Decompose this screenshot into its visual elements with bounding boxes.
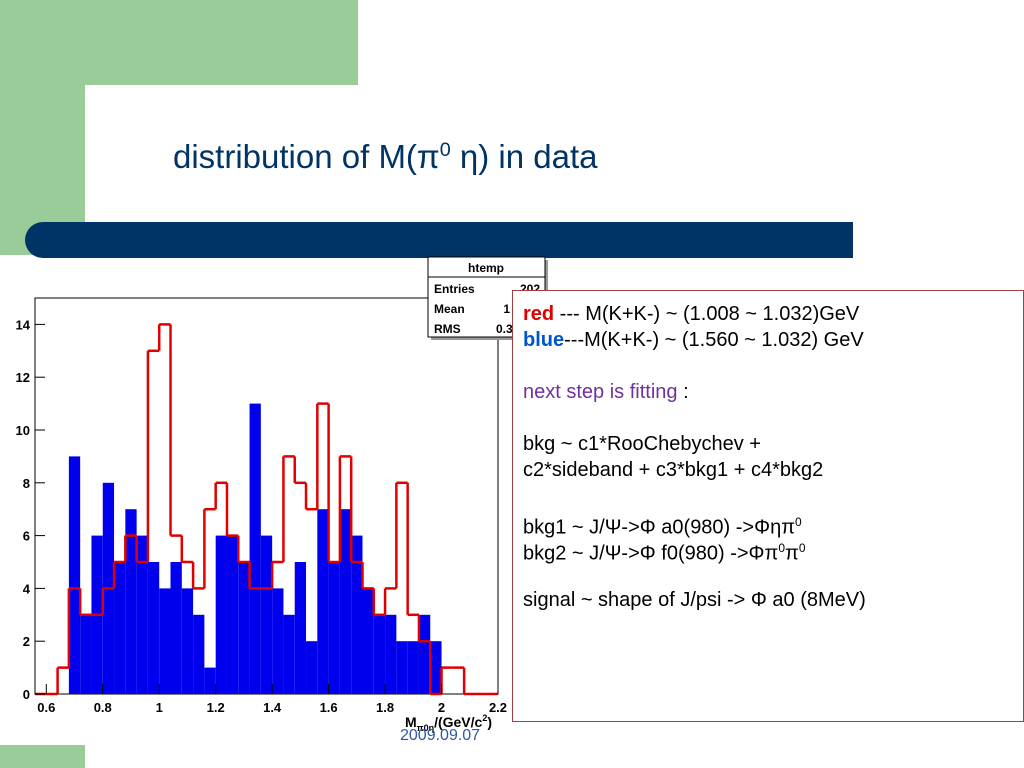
green-foot (0, 745, 85, 768)
y-tick-label: 4 (23, 581, 31, 596)
hist-bar (306, 641, 318, 694)
hist-bar (373, 614, 386, 694)
note-sup: 0 (798, 541, 806, 555)
note-key: blue (523, 329, 565, 351)
hist-bar (283, 614, 295, 694)
note-text: ---M(K+K-) ~ (1.560 ~ 1.032) GeV (564, 329, 864, 351)
note-line: bkg2 ~ J/Ψ->Φ f0(980) ->Φπ0π0 (523, 535, 1023, 565)
note-key: red (523, 303, 555, 325)
y-tick-label: 6 (23, 529, 30, 544)
note-gap (523, 405, 1023, 431)
title-part: η) in data (450, 138, 598, 175)
hist-bar (351, 535, 363, 694)
notes-box: red --- M(K+K-) ~ (1.008 ~ 1.032)GeV blu… (512, 290, 1024, 722)
x-label-main: M (405, 714, 417, 730)
note-text: : (677, 381, 689, 403)
y-tick-label: 10 (16, 423, 30, 438)
hist-bar (215, 535, 227, 694)
hist-bar (238, 562, 250, 694)
navy-bar (25, 222, 853, 258)
hist-bar (260, 535, 273, 694)
hist-bar (204, 667, 216, 694)
note-text: bkg2 ~ J/Ψ->Φ f0(980) ->Φπ (523, 542, 779, 565)
slide-date: 2009.09.07 (400, 727, 481, 744)
x-label-end: ) (487, 714, 492, 730)
hist-bar (430, 641, 442, 694)
y-tick-label: 12 (16, 370, 30, 385)
hist-bar (385, 614, 397, 694)
y-tick-label: 2 (23, 634, 30, 649)
x-tick-label: 2 (438, 700, 445, 715)
hist-bar (328, 562, 340, 694)
x-tick-label: 1 (156, 700, 163, 715)
note-sup: 0 (795, 515, 802, 529)
green-column (0, 0, 85, 255)
hist-bar (249, 403, 261, 694)
x-tick-label: 1.2 (207, 700, 225, 715)
note-sup: 0 (778, 541, 785, 555)
hist-bar (159, 588, 171, 694)
hist-bar (181, 588, 194, 694)
stats-key: Entries (434, 282, 475, 296)
x-tick-label: 1.6 (320, 700, 338, 715)
note-text: π (785, 542, 799, 565)
y-tick-label: 8 (23, 476, 30, 491)
x-axis-label: Mπ0η/(GeV/c2) (405, 713, 492, 733)
hist-bar (317, 509, 329, 694)
hist-bar (114, 562, 126, 694)
stats-value: 1 (503, 302, 510, 316)
hist-bar (226, 535, 239, 694)
hist-bar (147, 562, 160, 694)
x-label-sup: 2 (482, 713, 487, 723)
title-sup: 0 (439, 139, 451, 161)
x-label-sub: π0η (417, 723, 434, 733)
note-line: red --- M(K+K-) ~ (1.008 ~ 1.032)GeV (523, 301, 1023, 327)
note-line: bkg1 ~ J/Ψ->Φ a0(980) ->Φηπ0 (523, 509, 1023, 539)
note-gap (523, 353, 1023, 379)
y-tick-label: 0 (23, 687, 30, 702)
note-text: bkg1 ~ J/Ψ->Φ a0(980) ->Φηπ (523, 516, 795, 539)
x-label-unit: /(GeV/c (434, 714, 482, 730)
hist-bar (125, 509, 137, 694)
white-corner (85, 85, 358, 255)
hist-bar (136, 535, 148, 694)
hist-bar (193, 614, 205, 694)
x-tick-label: 2.2 (489, 700, 507, 715)
x-tick-label: 1.8 (376, 700, 394, 715)
hist-bar (396, 641, 408, 694)
stats-key: Mean (434, 302, 465, 316)
slide-title: distribution of M(π0 η) in data (173, 138, 597, 176)
note-line: c2*sideband + c3*bkg1 + c4*bkg2 (523, 459, 824, 481)
note-line: blue---M(K+K-) ~ (1.560 ~ 1.032) GeV (523, 327, 1023, 353)
x-tick-label: 0.8 (94, 700, 112, 715)
note-line: next step is fitting : (523, 379, 1023, 405)
hist-bar (80, 614, 92, 694)
note-gap (523, 483, 1023, 509)
hist-bar (418, 614, 431, 694)
plot: 0 2 4 6 8 10 12 14 0.6 0.8 1 1.2 1.4 1.6 1.8 2 2.2 (16, 297, 507, 715)
hist-bar (272, 588, 284, 694)
note-line: signal ~ shape of J/psi -> Φ a0 (8MeV) (523, 589, 866, 611)
hist-bar (170, 562, 182, 694)
note-key: next step is fitting (523, 381, 678, 403)
x-tick-label: 1.4 (263, 700, 282, 715)
note-text: --- M(K+K-) ~ (1.008 ~ 1.032)GeV (554, 303, 860, 325)
hist-bar (407, 641, 419, 694)
hist-bar (294, 562, 307, 694)
hist-bar (362, 588, 374, 694)
hist-bar (68, 456, 81, 694)
hist-bar (339, 509, 352, 694)
note-line: bkg ~ c1*RooChebychev + (523, 433, 761, 455)
title-part: distribution of M(π (173, 138, 440, 175)
y-tick-label: 14 (16, 317, 31, 332)
stats-name: htemp (468, 261, 504, 275)
stats-value: 0.3 (496, 322, 513, 336)
stats-key: RMS (434, 322, 461, 336)
x-tick-label: 0.6 (37, 700, 55, 715)
